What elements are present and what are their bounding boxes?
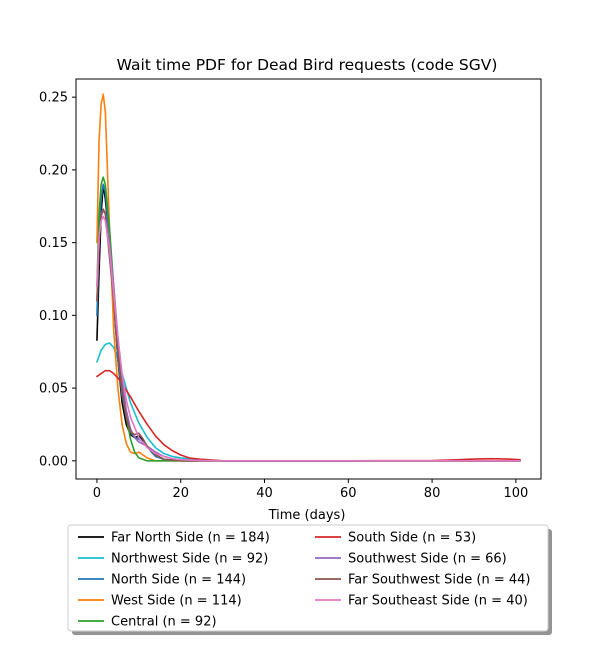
x-axis: 0 20 40 60 80 100	[93, 479, 528, 501]
legend-label-8: Far Southeast Side (n = 40)	[348, 594, 528, 609]
legend-label-1: Northwest Side (n = 92)	[111, 552, 268, 567]
x-tick-label-1: 20	[172, 486, 189, 501]
legend: Far North Side (n = 184) Northwest Side (…	[67, 524, 552, 635]
y-axis: 0.00 0.05 0.10 0.15 0.20 0.25	[39, 91, 76, 469]
series-line-8	[96, 215, 521, 462]
x-tick-label-0: 0	[93, 486, 101, 501]
legend-label-5: South Side (n = 53)	[348, 531, 476, 546]
x-tick-label-5: 100	[503, 486, 528, 501]
y-tick-label-3: 0.15	[39, 236, 68, 251]
legend-label-3: West Side (n = 114)	[111, 594, 242, 609]
legend-label-4: Central (n = 92)	[111, 615, 217, 630]
y-tick-label-0: 0.00	[39, 454, 68, 469]
y-tick-label-4: 0.20	[39, 163, 68, 178]
x-tick-label-3: 60	[340, 486, 357, 501]
x-tick-label-4: 80	[424, 486, 441, 501]
plot-area: 0 20 40 60 80 100 0.00 0.05 0.10 0.15 0.20 0.25	[39, 78, 542, 501]
y-tick-label-1: 0.05	[39, 382, 68, 397]
x-axis-label: Time (days)	[268, 508, 346, 523]
series-line-5	[96, 369, 521, 462]
plot-frame	[75, 78, 542, 480]
chart-title: Wait time PDF for Dead Bird requests (co…	[117, 56, 498, 74]
y-tick-label-5: 0.25	[39, 91, 68, 106]
legend-label-2: North Side (n = 144)	[111, 573, 246, 588]
series-lines	[96, 93, 521, 462]
legend-label-0: Far North Side (n = 184)	[111, 531, 270, 546]
legend-label-6: Southwest Side (n = 66)	[348, 552, 507, 567]
x-tick-label-2: 40	[256, 486, 273, 501]
legend-label-7: Far Southwest Side (n = 44)	[348, 573, 530, 588]
legend-box	[67, 524, 549, 632]
y-tick-label-2: 0.10	[39, 309, 68, 324]
legend-entries: Far North Side (n = 184) Northwest Side (…	[78, 531, 530, 630]
